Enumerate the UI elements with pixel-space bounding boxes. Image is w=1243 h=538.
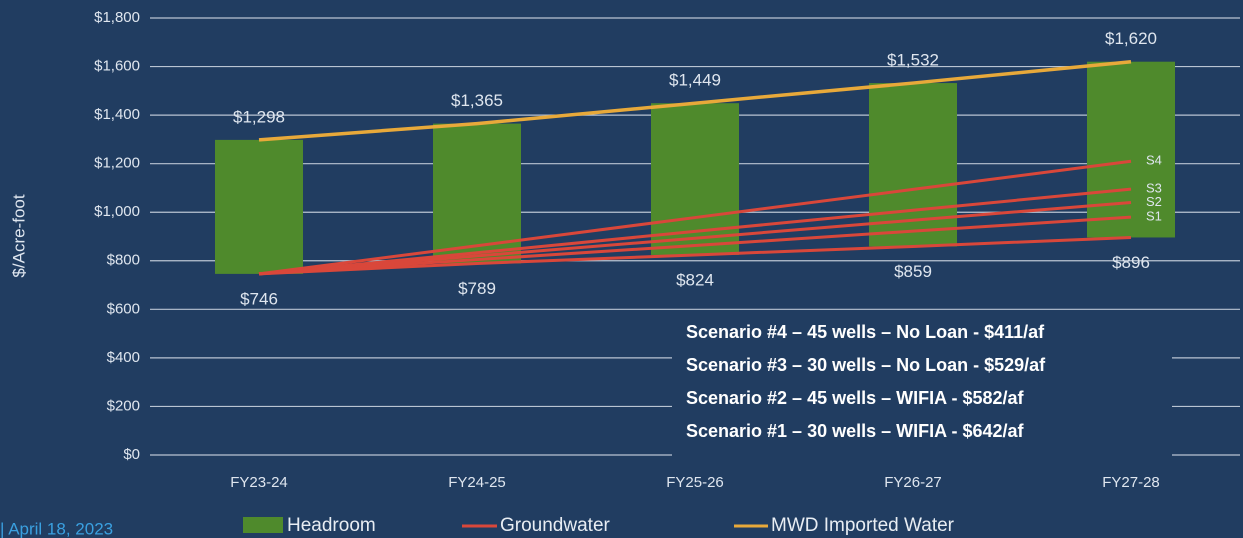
scenario-label: S1 [1146,209,1162,224]
scenario-line [258,187,1132,276]
x-tick-label: FY27-28 [1102,474,1160,491]
annotation: Scenario #2 – 45 wells – WIFIA - $582/af [686,388,1024,408]
data-label: $824 [676,270,714,289]
annotation-box [672,318,1172,456]
data-label: $1,365 [451,91,503,110]
y-tick-label: $1,000 [94,203,140,220]
mwd-line [258,59,1132,142]
y-tick-label: $1,200 [94,155,140,172]
scenario-label: S4 [1146,153,1162,168]
scenario-line [258,159,1132,276]
y-tick-label: $1,400 [94,106,140,123]
groundwater-line [258,235,1132,276]
headroom-bar [1087,61,1175,238]
y-tick-label: $400 [107,349,140,366]
x-tick-label: FY26-27 [884,474,942,491]
x-tick-label: FY24-25 [448,474,506,491]
data-label: $859 [894,262,932,281]
data-label: $1,532 [887,51,939,70]
x-tick-label: FY25-26 [666,474,724,491]
y-tick-label: $0 [123,446,140,463]
scenario-label: S3 [1146,181,1162,196]
y-tick-label: $1,800 [94,9,140,26]
scenario-line [258,215,1132,276]
y-tick-label: $1,600 [94,58,140,75]
data-label: $746 [240,289,278,308]
legend-label: Groundwater [500,515,611,536]
data-label: $789 [458,279,496,298]
y-axis-label: $/Acre-foot [9,194,28,277]
footer: | April 18, 2023 [0,519,113,538]
legend-label: Headroom [287,515,376,536]
annotation: Scenario #3 – 30 wells – No Loan - $529/… [686,355,1046,375]
scenario-label: S2 [1146,194,1162,209]
data-label: $1,449 [669,71,721,90]
y-tick-label: $200 [107,397,140,414]
legend-swatch [243,517,283,533]
scenario-line [258,201,1132,276]
y-tick-label: $800 [107,252,140,269]
data-label: $1,298 [233,107,285,126]
headroom-bar [433,123,521,264]
data-label: $1,620 [1105,29,1157,48]
data-label: $896 [1112,253,1150,272]
headroom-bar [215,139,303,274]
legend-label: MWD Imported Water [771,515,955,536]
annotation: Scenario #4 – 45 wells – No Loan - $411/… [686,322,1045,342]
annotation: Scenario #1 – 30 wells – WIFIA - $642/af [686,421,1024,441]
x-tick-label: FY23-24 [230,474,288,491]
y-tick-label: $600 [107,300,140,317]
